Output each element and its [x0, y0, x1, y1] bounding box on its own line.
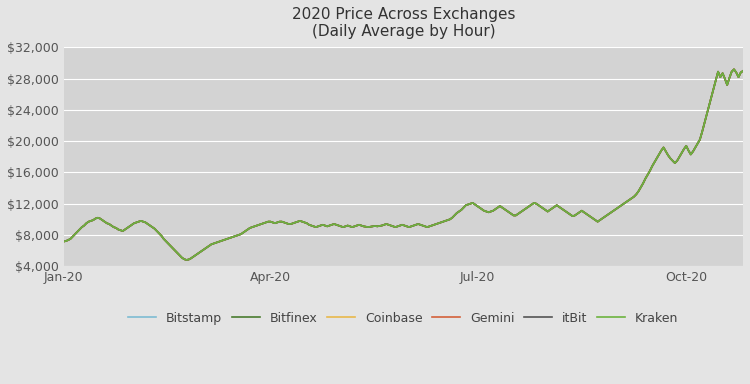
- Gemini: [182, 258, 191, 262]
- itBit: [677, 151, 686, 155]
- Bitfinex: [477, 207, 486, 212]
- Gemini: [59, 239, 68, 244]
- Gemini: [634, 189, 643, 194]
- itBit: [477, 207, 486, 212]
- itBit: [182, 258, 191, 262]
- Coinbase: [477, 207, 486, 212]
- Coinbase: [464, 202, 472, 207]
- itBit: [466, 201, 475, 206]
- Kraken: [730, 67, 739, 72]
- Line: Bitfinex: Bitfinex: [64, 70, 743, 260]
- Gemini: [466, 201, 475, 206]
- Bitfinex: [739, 69, 748, 73]
- Line: itBit: itBit: [64, 70, 743, 260]
- Bitstamp: [59, 239, 68, 244]
- Line: Coinbase: Coinbase: [64, 70, 743, 260]
- Kraken: [677, 151, 686, 155]
- Coinbase: [739, 69, 748, 73]
- Bitfinex: [464, 202, 472, 207]
- itBit: [62, 239, 70, 243]
- Bitfinex: [466, 201, 475, 206]
- Bitstamp: [466, 201, 475, 206]
- Bitfinex: [62, 239, 70, 243]
- Bitfinex: [634, 189, 643, 194]
- itBit: [634, 189, 643, 194]
- Coinbase: [466, 201, 475, 206]
- Kraken: [464, 202, 472, 207]
- Bitstamp: [62, 239, 70, 243]
- Kraken: [634, 189, 643, 194]
- Title: 2020 Price Across Exchanges
(Daily Average by Hour): 2020 Price Across Exchanges (Daily Avera…: [292, 7, 515, 39]
- Gemini: [477, 207, 486, 212]
- Bitfinex: [677, 151, 686, 155]
- Gemini: [739, 69, 748, 73]
- Bitstamp: [730, 67, 739, 72]
- Coinbase: [182, 258, 191, 262]
- Coinbase: [730, 67, 739, 72]
- Kraken: [466, 201, 475, 206]
- itBit: [739, 69, 748, 73]
- Coinbase: [62, 239, 70, 243]
- Gemini: [62, 239, 70, 243]
- Bitstamp: [182, 258, 191, 262]
- Kraken: [182, 258, 191, 262]
- Bitstamp: [477, 207, 486, 212]
- itBit: [59, 239, 68, 244]
- Coinbase: [677, 151, 686, 155]
- Line: Bitstamp: Bitstamp: [64, 70, 743, 260]
- Coinbase: [59, 239, 68, 244]
- Gemini: [730, 67, 739, 72]
- Kraken: [477, 207, 486, 212]
- Kraken: [739, 69, 748, 73]
- Gemini: [464, 202, 472, 207]
- Bitstamp: [634, 189, 643, 194]
- itBit: [730, 67, 739, 72]
- Kraken: [59, 239, 68, 244]
- Bitstamp: [739, 69, 748, 73]
- itBit: [464, 202, 472, 207]
- Line: Gemini: Gemini: [64, 70, 743, 260]
- Bitstamp: [464, 202, 472, 207]
- Gemini: [677, 151, 686, 155]
- Line: Kraken: Kraken: [64, 70, 743, 260]
- Coinbase: [634, 189, 643, 194]
- Legend: Bitstamp, Bitfinex, Coinbase, Gemini, itBit, Kraken: Bitstamp, Bitfinex, Coinbase, Gemini, it…: [128, 312, 678, 325]
- Bitfinex: [730, 67, 739, 72]
- Bitfinex: [182, 258, 191, 262]
- Kraken: [62, 239, 70, 243]
- Bitstamp: [677, 151, 686, 155]
- Bitfinex: [59, 239, 68, 244]
